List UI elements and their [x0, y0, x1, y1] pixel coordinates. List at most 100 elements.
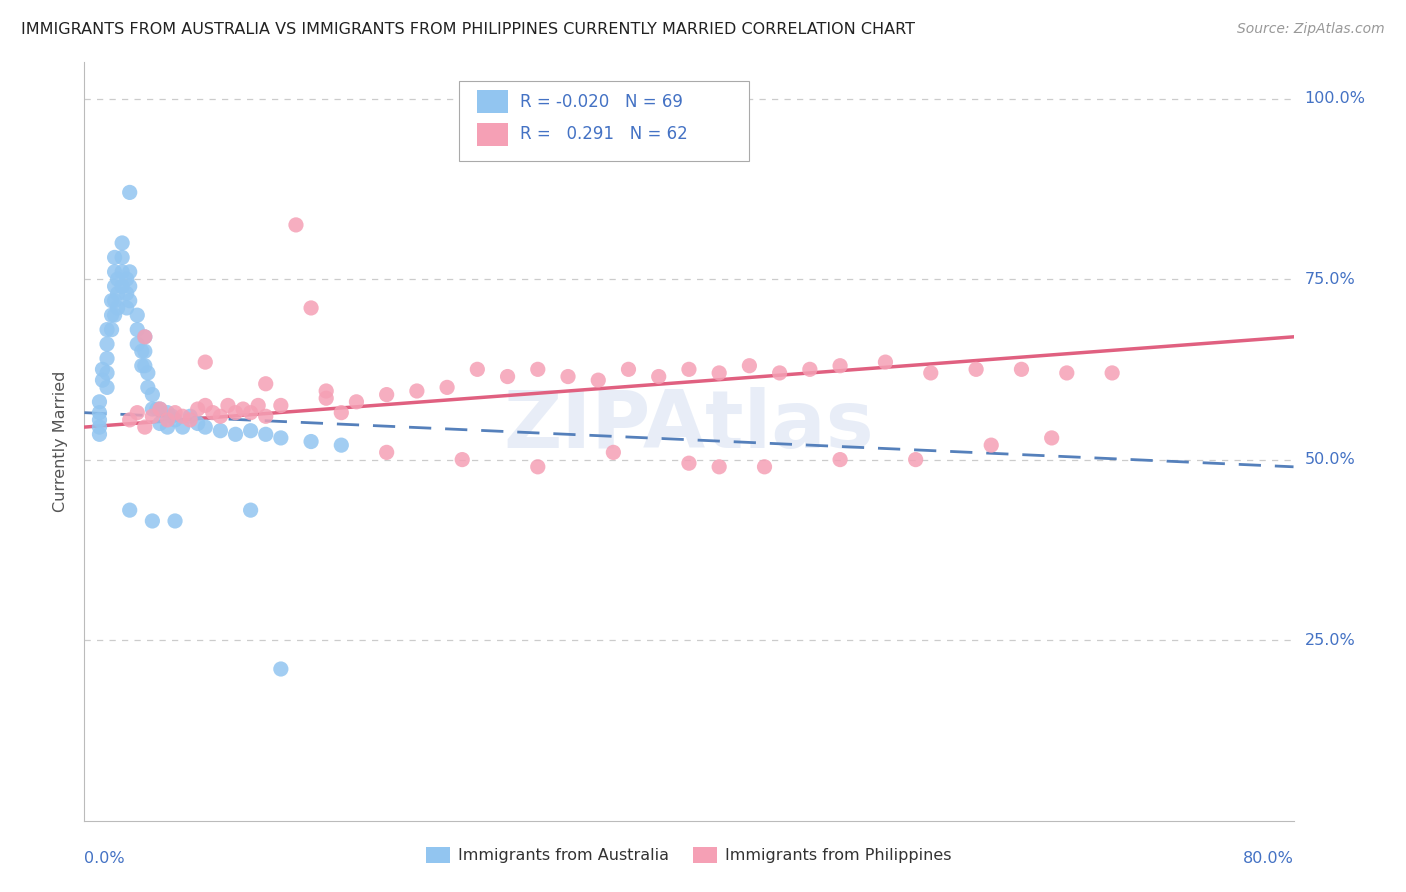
Point — [134, 420, 156, 434]
Point — [375, 387, 398, 401]
Point — [131, 359, 153, 373]
Point — [136, 366, 159, 380]
Point — [270, 662, 292, 676]
Point — [104, 265, 127, 279]
Text: R = -0.020   N = 69: R = -0.020 N = 69 — [520, 93, 682, 111]
Point — [104, 251, 127, 265]
Point — [89, 420, 111, 434]
Point — [179, 409, 201, 424]
Point — [115, 272, 138, 286]
Point — [254, 376, 277, 391]
Point — [100, 308, 122, 322]
Point — [118, 503, 141, 517]
Text: IMMIGRANTS FROM AUSTRALIA VS IMMIGRANTS FROM PHILIPPINES CURRENTLY MARRIED CORRE: IMMIGRANTS FROM AUSTRALIA VS IMMIGRANTS … — [21, 22, 915, 37]
Text: 50.0%: 50.0% — [1305, 452, 1355, 467]
Point — [239, 406, 262, 420]
Point — [194, 399, 217, 413]
Point — [165, 514, 187, 528]
Point — [1040, 431, 1063, 445]
Point — [91, 373, 114, 387]
Point — [89, 406, 111, 420]
Point — [254, 427, 277, 442]
Point — [330, 406, 353, 420]
Point — [141, 409, 163, 424]
Point — [239, 424, 262, 438]
Y-axis label: Currently Married: Currently Married — [53, 371, 69, 512]
Point — [149, 402, 172, 417]
Point — [115, 301, 138, 315]
Point — [209, 424, 232, 438]
Point — [194, 420, 217, 434]
Point — [602, 445, 624, 459]
Point — [141, 387, 163, 401]
Point — [165, 413, 187, 427]
Point — [830, 452, 852, 467]
Text: 75.0%: 75.0% — [1305, 271, 1355, 286]
Point — [738, 359, 761, 373]
Point — [217, 399, 239, 413]
Point — [96, 380, 118, 394]
Point — [769, 366, 792, 380]
Point — [118, 293, 141, 308]
Point — [149, 402, 172, 417]
Point — [285, 218, 308, 232]
Point — [172, 409, 194, 424]
Point — [678, 456, 700, 470]
Point — [100, 323, 122, 337]
Point — [104, 293, 127, 308]
Point — [965, 362, 987, 376]
Point — [118, 279, 141, 293]
Point — [799, 362, 821, 376]
Point — [96, 323, 118, 337]
Point — [104, 279, 127, 293]
Point — [406, 384, 429, 398]
Point — [141, 514, 163, 528]
Point — [149, 417, 172, 431]
Point — [875, 355, 897, 369]
Point — [141, 402, 163, 417]
Point — [709, 459, 731, 474]
Point — [830, 359, 852, 373]
Text: 80.0%: 80.0% — [1243, 851, 1294, 866]
Point — [96, 337, 118, 351]
Point — [648, 369, 671, 384]
Point — [754, 459, 776, 474]
FancyBboxPatch shape — [478, 123, 508, 145]
Point — [247, 399, 270, 413]
Point — [232, 402, 254, 417]
Point — [209, 409, 232, 424]
Point — [89, 413, 111, 427]
Point — [156, 420, 179, 434]
Point — [115, 286, 138, 301]
Point — [111, 279, 134, 293]
Point — [225, 406, 247, 420]
Point — [127, 323, 149, 337]
Point — [111, 251, 134, 265]
Legend: Immigrants from Australia, Immigrants from Philippines: Immigrants from Australia, Immigrants fr… — [420, 840, 957, 870]
Point — [375, 445, 398, 459]
Point — [100, 293, 122, 308]
Point — [904, 452, 927, 467]
Point — [254, 409, 277, 424]
Point — [920, 366, 942, 380]
Point — [134, 359, 156, 373]
Point — [239, 503, 262, 517]
Text: 25.0%: 25.0% — [1305, 632, 1355, 648]
Point — [111, 265, 134, 279]
Point — [346, 394, 368, 409]
Point — [127, 406, 149, 420]
Point — [1056, 366, 1078, 380]
Point — [134, 330, 156, 344]
Point — [160, 409, 183, 424]
Text: 100.0%: 100.0% — [1305, 91, 1365, 106]
Point — [107, 301, 129, 315]
Point — [709, 366, 731, 380]
Point — [436, 380, 458, 394]
Point — [225, 427, 247, 442]
Point — [127, 308, 149, 322]
Point — [89, 427, 111, 442]
Point — [118, 265, 141, 279]
Point — [557, 369, 579, 384]
Point — [104, 308, 127, 322]
Point — [617, 362, 640, 376]
